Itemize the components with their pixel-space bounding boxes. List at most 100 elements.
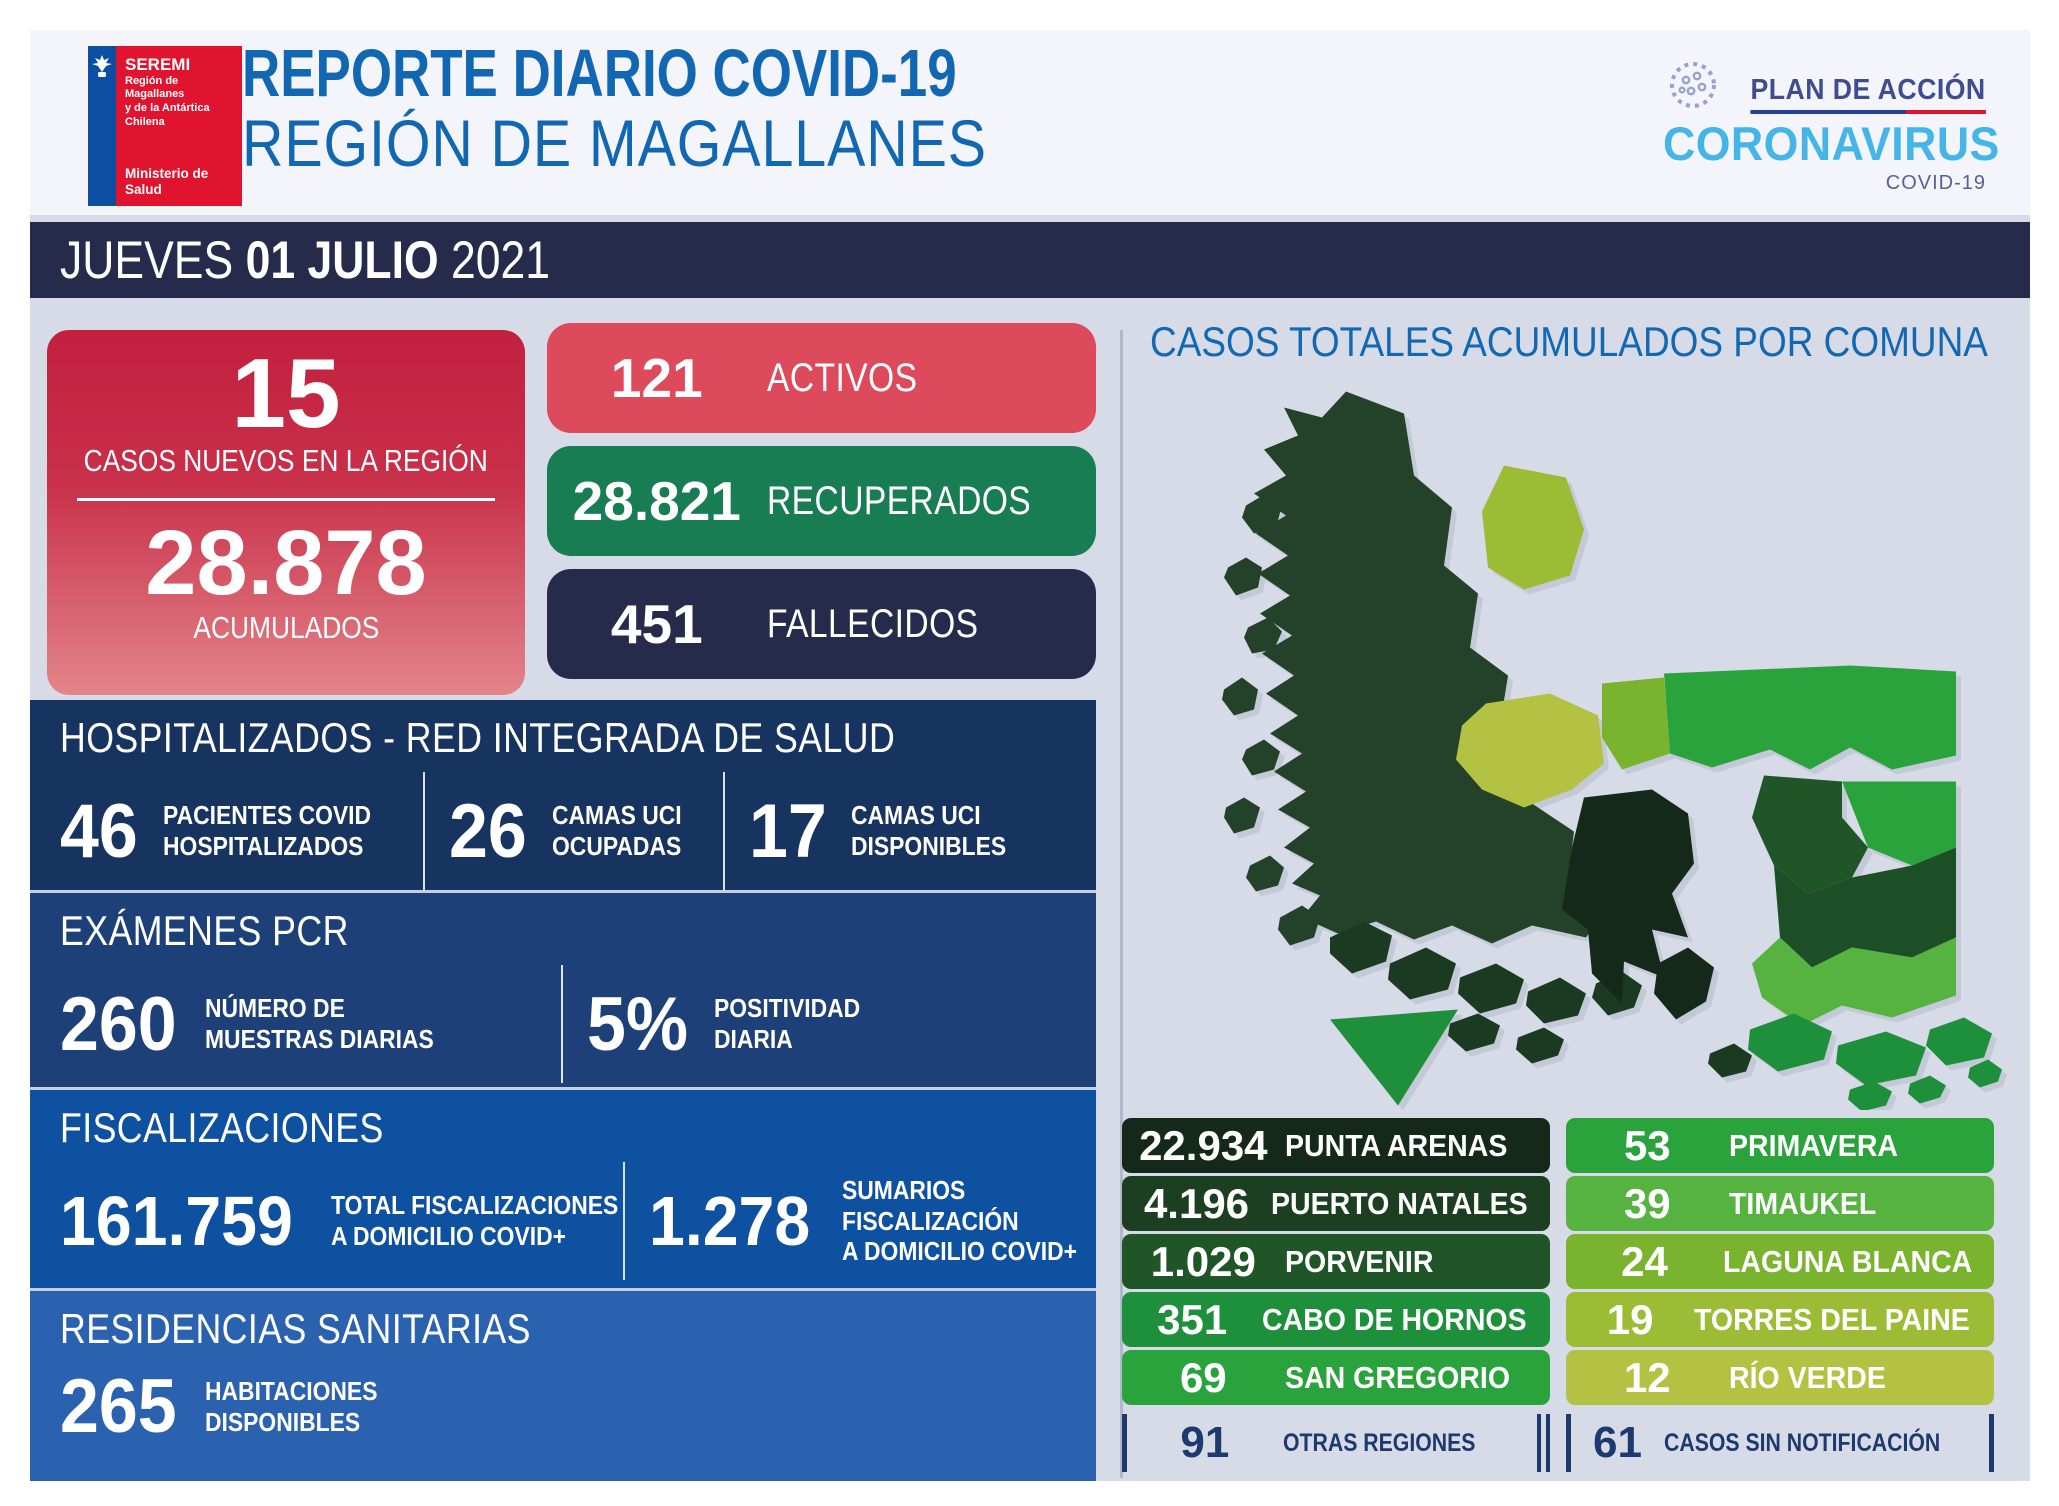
total-inspections-value: 161.759	[60, 1182, 293, 1260]
comuna-row-torres-del-paine: 19 TORRES DEL PAINE	[1566, 1292, 1994, 1347]
hospitalized-patients-stat: 46 PACIENTES COVID HOSPITALIZADOS	[60, 788, 399, 875]
comuna-name: TIMAUKEL	[1728, 1185, 1876, 1221]
comuna-name: PUERTO NATALES	[1270, 1185, 1528, 1221]
logo-seremi-label: SEREMI	[125, 55, 191, 74]
card-divider	[77, 498, 495, 502]
positivity-label: POSITIVIDAD DIARIA	[714, 993, 861, 1054]
map-region-timaukel	[1752, 937, 1956, 1026]
positivity-value: 5%	[586, 981, 688, 1067]
available-rooms-label: HABITACIONES DISPONIBLES	[204, 1375, 378, 1437]
total-inspections-stat: 161.759 TOTAL FISCALIZACIONES A DOMICILI…	[60, 1181, 618, 1261]
comuna-row-porvenir: 1.029 PORVENIR	[1122, 1234, 1550, 1289]
ministry-logo-crest-panel	[88, 46, 116, 206]
comuna-row-primavera: 53 PRIMAVERA	[1566, 1118, 1994, 1173]
active-cases-value: 121	[610, 347, 703, 409]
unnotified-cases-value: 61	[1593, 1418, 1642, 1467]
comuna-name: RÍO VERDE	[1728, 1359, 1886, 1395]
other-regions-value: 91	[1180, 1418, 1230, 1467]
stat-divider	[622, 1162, 625, 1280]
summary-proceedings-stat: 1.278 SUMARIOS FISCALIZACIÓN A DOMICILIO…	[649, 1175, 1109, 1267]
date-bar: JUEVES 01 JULIO 2021	[30, 222, 2030, 298]
date-daymonth: 01 JULIO	[245, 230, 439, 290]
report-header: SEREMI Región de Magallanes y de la Antá…	[30, 30, 2030, 215]
comuna-list-left: 22.934 PUNTA ARENAS 4.196 PUERTO NATALES…	[1122, 1118, 1550, 1472]
comuna-name: LAGUNA BLANCA	[1723, 1243, 1973, 1279]
deceased-value: 451	[610, 593, 703, 655]
accumulated-value: 28.878	[145, 512, 427, 615]
comuna-cases: 4.196	[1143, 1179, 1250, 1227]
recovered-label: RECUPERADOS	[766, 478, 1031, 523]
plan-de-accion-logo: PLAN DE ACCIÓN CORONAVIRUS COVID-19	[1646, 56, 1999, 195]
active-cases-pill: 121 ACTIVOS	[547, 323, 1096, 433]
status-pills: 121 ACTIVOS 28.821 RECUPERADOS 451 FALLE…	[547, 323, 1096, 679]
unnotified-cases-row: 61 CASOS SIN NOTIFICACIÓN	[1566, 1414, 1994, 1472]
hospitalized-patients-label: PACIENTES COVID HOSPITALIZADOS	[162, 800, 371, 861]
map-region-timaukel-north	[1774, 847, 1956, 968]
logo-ministry-line: Ministerio de Salud	[125, 165, 209, 197]
pcr-panel: EXÁMENES PCR 260 NÚMERO DE MUESTRAS DIAR…	[30, 893, 1096, 1090]
logo-region-line: Región de Magallanes	[125, 74, 185, 101]
new-cases-card: 15 CASOS NUEVOS EN LA REGIÓN 28.878 ACUM…	[47, 330, 525, 695]
comuna-cases: 69	[1179, 1353, 1227, 1401]
ministry-logo: SEREMI Región de Magallanes y de la Antá…	[88, 46, 242, 206]
plan-de-accion-label: PLAN DE ACCIÓN	[1750, 74, 1986, 114]
comuna-row-puerto-natales: 4.196 PUERTO NATALES	[1122, 1176, 1550, 1231]
comuna-row-laguna-blanca: 24 LAGUNA BLANCA	[1566, 1234, 1994, 1289]
recovered-value: 28.821	[572, 470, 741, 532]
icu-occupied-value: 26	[448, 788, 527, 874]
comuna-name: TORRES DEL PAINE	[1694, 1301, 1971, 1337]
map-region-antartica	[1330, 1009, 1458, 1106]
report-title-line1: REPORTE DIARIO COVID-19	[242, 36, 957, 111]
icu-available-stat: 17 CAMAS UCI DISPONIBLES	[749, 788, 1028, 875]
comuna-row-rio-verde: 12 RÍO VERDE	[1566, 1350, 1994, 1405]
comuna-list-right: 53 PRIMAVERA 39 TIMAUKEL 24 LAGUNA BLANC…	[1566, 1118, 1994, 1472]
summary-proceedings-label: SUMARIOS FISCALIZACIÓN A DOMICILIO COVID…	[841, 1174, 1077, 1267]
total-inspections-label: TOTAL FISCALIZACIONES A DOMICILIO COVID+	[331, 1190, 619, 1251]
icu-available-label: CAMAS UCI DISPONIBLES	[851, 800, 1007, 861]
date-text: JUEVES 01 JULIO 2021	[60, 230, 550, 291]
comuna-cases: 24	[1621, 1237, 1668, 1285]
comuna-cases: 22.934	[1139, 1121, 1268, 1169]
icu-occupied-label: CAMAS UCI OCUPADAS	[551, 800, 682, 861]
logo-region-line: y de la Antártica	[125, 102, 210, 115]
inspections-heading: FISCALIZACIONES	[60, 1104, 384, 1151]
positivity-stat: 5% POSITIVIDAD DIARIA	[587, 981, 881, 1068]
pcr-samples-stat: 260 NÚMERO DE MUESTRAS DIARIAS	[60, 981, 537, 1068]
comuna-row-timaukel: 39 TIMAUKEL	[1566, 1176, 1994, 1231]
report-title: REPORTE DIARIO COVID-19 REGIÓN DE MAGALL…	[242, 38, 1147, 179]
new-cases-value: 15	[231, 338, 341, 448]
column-divider	[1120, 330, 1123, 1478]
accumulated-label: ACUMULADOS	[193, 610, 379, 646]
active-cases-label: ACTIVOS	[766, 355, 918, 400]
new-cases-label: CASOS NUEVOS EN LA REGIÓN	[83, 443, 489, 478]
other-regions-row: 91 OTRAS REGIONES	[1122, 1414, 1550, 1472]
covid19-sublabel: COVID-19	[1885, 172, 1986, 194]
available-rooms-stat: 265 HABITACIONES DISPONIBLES	[60, 1363, 401, 1450]
map-region-porvenir	[1752, 775, 1868, 894]
residences-heading: RESIDENCIAS SANITARIAS	[60, 1305, 531, 1352]
date-year: 2021	[450, 230, 550, 290]
map-region-san-gregorio	[1664, 665, 1956, 770]
pcr-samples-value: 260	[60, 981, 177, 1067]
chile-coat-of-arms-icon	[92, 55, 112, 77]
available-rooms-value: 265	[60, 1364, 177, 1449]
map-region-cabo-de-hornos	[1748, 1013, 2002, 1110]
comuna-name: CABO DE HORNOS	[1262, 1301, 1527, 1337]
comuna-cases: 351	[1157, 1295, 1228, 1343]
map-region-laguna-blanca	[1602, 677, 1670, 770]
stat-divider	[422, 772, 425, 890]
comuna-cases: 19	[1606, 1295, 1654, 1343]
logo-region-line: Chilena	[125, 115, 165, 128]
region-map	[1222, 391, 2002, 1110]
report-title-line2: REGIÓN DE MAGALLANES	[242, 106, 987, 181]
map-region-puerto-natales	[1254, 391, 1606, 944]
virus-icon	[1670, 62, 1717, 108]
hospitalized-heading: HOSPITALIZADOS - RED INTEGRADA DE SALUD	[60, 714, 896, 761]
deceased-pill: 451 FALLECIDOS	[547, 569, 1096, 679]
comuna-cases: 39	[1623, 1179, 1671, 1227]
hospitalized-panel: HOSPITALIZADOS - RED INTEGRADA DE SALUD …	[30, 700, 1096, 893]
map-region-torres-del-paine	[1482, 465, 1584, 590]
hospitalized-patients-value: 46	[60, 788, 138, 874]
pcr-heading: EXÁMENES PCR	[60, 907, 349, 954]
